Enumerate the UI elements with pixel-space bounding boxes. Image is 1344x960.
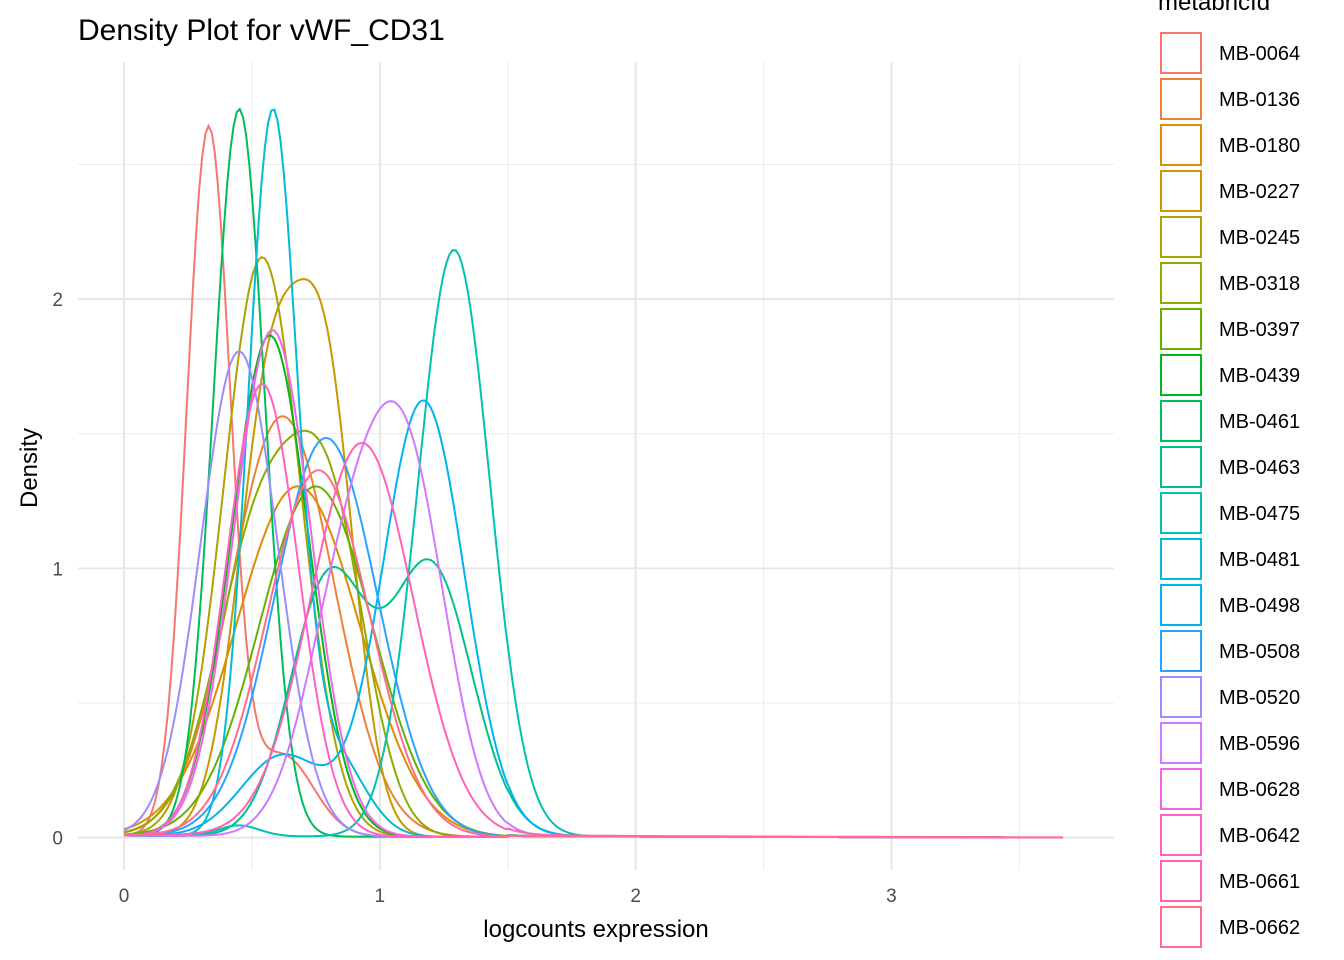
legend-label: MB-0662 bbox=[1219, 917, 1300, 939]
legend-item: MB-0498 bbox=[1160, 584, 1300, 626]
legend-item: MB-0180 bbox=[1160, 124, 1300, 166]
legend-key bbox=[1160, 538, 1202, 580]
legend-key bbox=[1160, 814, 1202, 856]
legend-item: MB-0318 bbox=[1160, 262, 1300, 304]
legend-key bbox=[1160, 216, 1202, 258]
legend-title: metabricId bbox=[1158, 0, 1270, 16]
legend-label: MB-0318 bbox=[1219, 273, 1300, 295]
legend-item: MB-0064 bbox=[1160, 32, 1300, 74]
density-line-MB-0662 bbox=[123, 469, 1063, 839]
x-axis-tick-labels: 0 1 2 3 bbox=[119, 886, 897, 907]
density-curves bbox=[123, 107, 1063, 839]
legend-label: MB-0227 bbox=[1219, 181, 1300, 203]
legend-item: MB-0461 bbox=[1160, 400, 1300, 442]
density-line-MB-0227 bbox=[124, 278, 1063, 839]
legend-item: MB-0520 bbox=[1160, 676, 1300, 718]
legend-label: MB-0463 bbox=[1219, 457, 1300, 479]
legend-item: MB-0662 bbox=[1160, 906, 1300, 948]
legend-item: MB-0439 bbox=[1160, 354, 1300, 396]
legend-key bbox=[1160, 124, 1202, 166]
legend-label: MB-0661 bbox=[1219, 871, 1300, 893]
legend-key bbox=[1160, 170, 1202, 212]
legend-label: MB-0397 bbox=[1219, 319, 1300, 341]
legend-label: MB-0481 bbox=[1219, 549, 1300, 571]
legend-label: MB-0475 bbox=[1219, 503, 1300, 525]
legend-item: MB-0508 bbox=[1160, 630, 1300, 672]
legend-key bbox=[1160, 630, 1202, 672]
legend-item: MB-0661 bbox=[1160, 860, 1300, 902]
x-tick-label: 3 bbox=[886, 886, 897, 907]
legend-key bbox=[1160, 446, 1202, 488]
legend-label: MB-0461 bbox=[1219, 411, 1300, 433]
chart-title: Density Plot for vWF_CD31 bbox=[78, 14, 445, 47]
legend: MB-0064 MB-0136 MB-0180 MB-0227 MB-0245 MB-03… bbox=[1160, 32, 1300, 948]
y-axis-tick-labels: 0 1 2 bbox=[52, 290, 63, 850]
x-tick-label: 0 bbox=[119, 886, 130, 907]
legend-item: MB-0136 bbox=[1160, 78, 1300, 120]
y-axis-title: Density bbox=[16, 428, 43, 508]
legend-key bbox=[1160, 32, 1202, 74]
legend-key bbox=[1160, 78, 1202, 120]
grid-lines bbox=[78, 62, 1114, 870]
legend-key bbox=[1160, 492, 1202, 534]
density-line-MB-0318 bbox=[123, 429, 1063, 839]
legend-key bbox=[1160, 354, 1202, 396]
legend-item: MB-0481 bbox=[1160, 538, 1300, 580]
legend-key bbox=[1160, 860, 1202, 902]
legend-key bbox=[1160, 584, 1202, 626]
density-line-MB-0180 bbox=[123, 485, 1063, 839]
density-line-MB-0397 bbox=[123, 485, 1063, 839]
legend-label: MB-0642 bbox=[1219, 825, 1300, 847]
x-tick-label: 2 bbox=[630, 886, 641, 907]
legend-item: MB-0397 bbox=[1160, 308, 1300, 350]
legend-label: MB-0596 bbox=[1219, 733, 1300, 755]
legend-item: MB-0463 bbox=[1160, 446, 1300, 488]
legend-label: MB-0628 bbox=[1219, 779, 1300, 801]
y-tick-label: 2 bbox=[52, 290, 63, 311]
legend-item: MB-0628 bbox=[1160, 768, 1300, 810]
legend-label: MB-0064 bbox=[1219, 43, 1300, 65]
legend-item: MB-0245 bbox=[1160, 216, 1300, 258]
legend-item: MB-0227 bbox=[1160, 170, 1300, 212]
legend-label: MB-0136 bbox=[1219, 89, 1300, 111]
y-tick-label: 0 bbox=[52, 829, 63, 850]
legend-item: MB-0475 bbox=[1160, 492, 1300, 534]
legend-key bbox=[1160, 400, 1202, 442]
legend-key bbox=[1160, 768, 1202, 810]
x-tick-label: 1 bbox=[375, 886, 386, 907]
legend-key bbox=[1160, 676, 1202, 718]
legend-label: MB-0245 bbox=[1219, 227, 1300, 249]
density-line-MB-0520 bbox=[123, 350, 1063, 839]
legend-label: MB-0508 bbox=[1219, 641, 1300, 663]
legend-key bbox=[1160, 262, 1202, 304]
legend-key bbox=[1160, 308, 1202, 350]
legend-label: MB-0439 bbox=[1219, 365, 1300, 387]
density-line-MB-0064 bbox=[123, 123, 1063, 839]
legend-item: MB-0642 bbox=[1160, 814, 1300, 856]
legend-label: MB-0520 bbox=[1219, 687, 1300, 709]
x-axis-title: logcounts expression bbox=[483, 916, 708, 943]
density-line-MB-0245 bbox=[123, 256, 1063, 839]
density-line-MB-0508 bbox=[123, 436, 1063, 839]
legend-label: MB-0498 bbox=[1219, 595, 1300, 617]
legend-key bbox=[1160, 906, 1202, 948]
legend-label: MB-0180 bbox=[1219, 135, 1300, 157]
legend-key bbox=[1160, 722, 1202, 764]
legend-item: MB-0596 bbox=[1160, 722, 1300, 764]
y-tick-label: 1 bbox=[52, 559, 63, 580]
